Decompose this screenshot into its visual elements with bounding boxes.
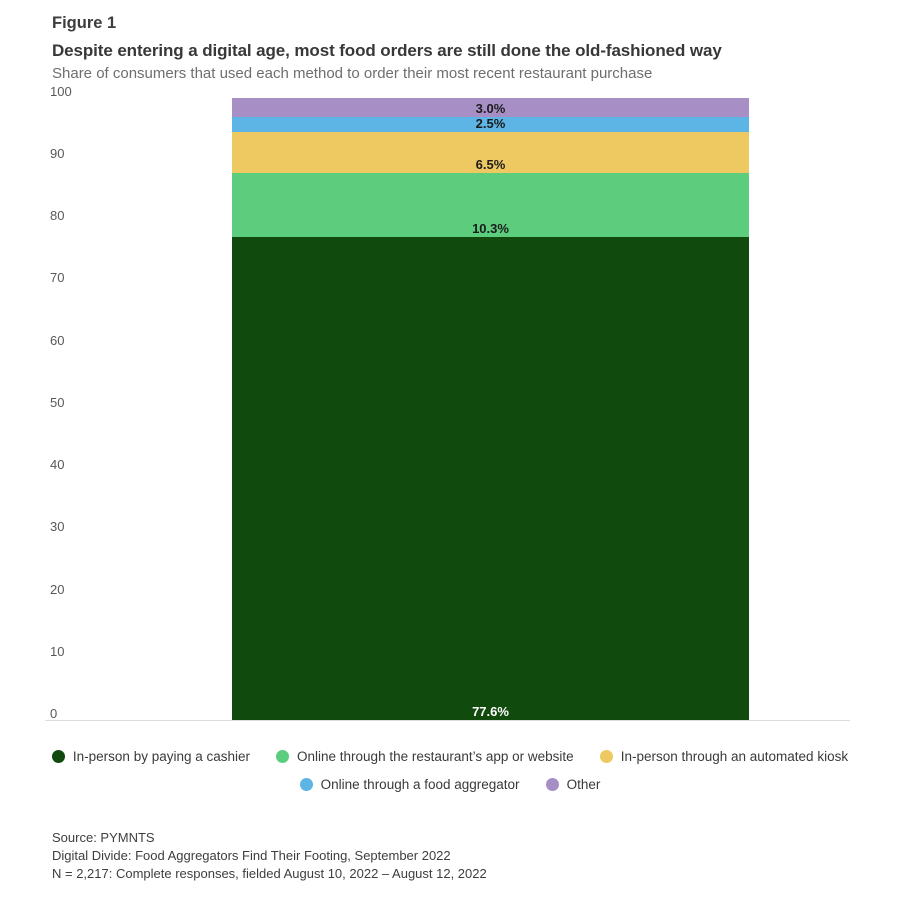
figure-label: Figure 1 xyxy=(52,14,117,32)
y-tick-70: 70 xyxy=(50,270,65,286)
y-tick-80: 80 xyxy=(50,208,65,223)
bar-segment-online-through-a-food-aggregator[interactable]: 2.5% xyxy=(232,116,749,133)
y-tick-50: 50 xyxy=(50,394,65,410)
segment-value-label: 10.3% xyxy=(472,220,509,236)
segment-value-label: 3.0% xyxy=(475,100,506,116)
source-line-3: N = 2,217: Complete responses, fielded A… xyxy=(52,866,487,881)
y-tick-20: 20 xyxy=(50,581,65,597)
legend-color-dot-icon xyxy=(599,750,613,763)
y-tick-40: 40 xyxy=(50,457,65,472)
legend-label: Other xyxy=(566,777,601,792)
y-tick-90: 90 xyxy=(50,145,65,161)
y-tick-0: 0 xyxy=(50,706,58,721)
legend-label: Online through a food aggregator xyxy=(320,777,520,792)
bar-segment-other[interactable]: 3.0% xyxy=(232,98,749,117)
y-tick-100: 100 xyxy=(50,83,72,99)
bar-segment-in-person-through-an-automated-kiosk[interactable]: 6.5% xyxy=(232,132,749,173)
legend-item-online-through-the-restaurant-s-app-or-website: Online through the restaurant’s app or w… xyxy=(276,749,574,764)
segment-value-label: 6.5% xyxy=(475,156,506,172)
legend-row-2: Online through a food aggregator Other xyxy=(299,777,601,792)
y-tick-30: 30 xyxy=(50,519,65,535)
source-block: Source: PYMNTS Digital Divide: Food Aggr… xyxy=(52,829,487,883)
legend-item-other: Other xyxy=(545,777,601,792)
legend-item-online-through-a-food-aggregator: Online through a food aggregator xyxy=(299,777,520,792)
source-line-1: Source: PYMNTS xyxy=(52,830,155,845)
legend: In-person by paying a cashier Online thro… xyxy=(0,749,900,792)
legend-color-dot-icon xyxy=(51,750,65,763)
source-line-2: Digital Divide: Food Aggregators Find Th… xyxy=(52,848,451,863)
chart-subtitle: Share of consumers that used each method… xyxy=(52,65,653,82)
legend-label: In-person through an automated kiosk xyxy=(620,749,849,764)
legend-color-dot-icon xyxy=(276,750,290,763)
legend-label: Online through the restaurant’s app or w… xyxy=(297,749,574,764)
stacked-bar: 3.0% 2.5% 6.5% 10.3% 77.6% xyxy=(232,98,749,720)
legend-item-in-person-through-an-automated-kiosk: In-person through an automated kiosk xyxy=(599,749,849,764)
bar-segment-online-through-the-restaurant-s-app-or-website[interactable]: 10.3% xyxy=(232,172,749,237)
legend-color-dot-icon xyxy=(545,778,559,791)
legend-label: In-person by paying a cashier xyxy=(72,749,251,764)
segment-value-label: 77.6% xyxy=(472,703,509,719)
segment-value-label: 2.5% xyxy=(475,116,506,132)
y-tick-60: 60 xyxy=(50,332,65,348)
legend-item-in-person-by-paying-a-cashier: In-person by paying a cashier xyxy=(51,749,251,764)
x-axis-baseline xyxy=(45,720,850,721)
bar-segment-in-person-by-paying-a-cashier[interactable]: 77.6% xyxy=(232,236,749,720)
legend-color-dot-icon xyxy=(299,778,313,791)
y-tick-10: 10 xyxy=(50,643,65,659)
chart-title: Despite entering a digital age, most foo… xyxy=(52,41,722,60)
legend-row-1: In-person by paying a cashier Online thro… xyxy=(51,749,849,764)
